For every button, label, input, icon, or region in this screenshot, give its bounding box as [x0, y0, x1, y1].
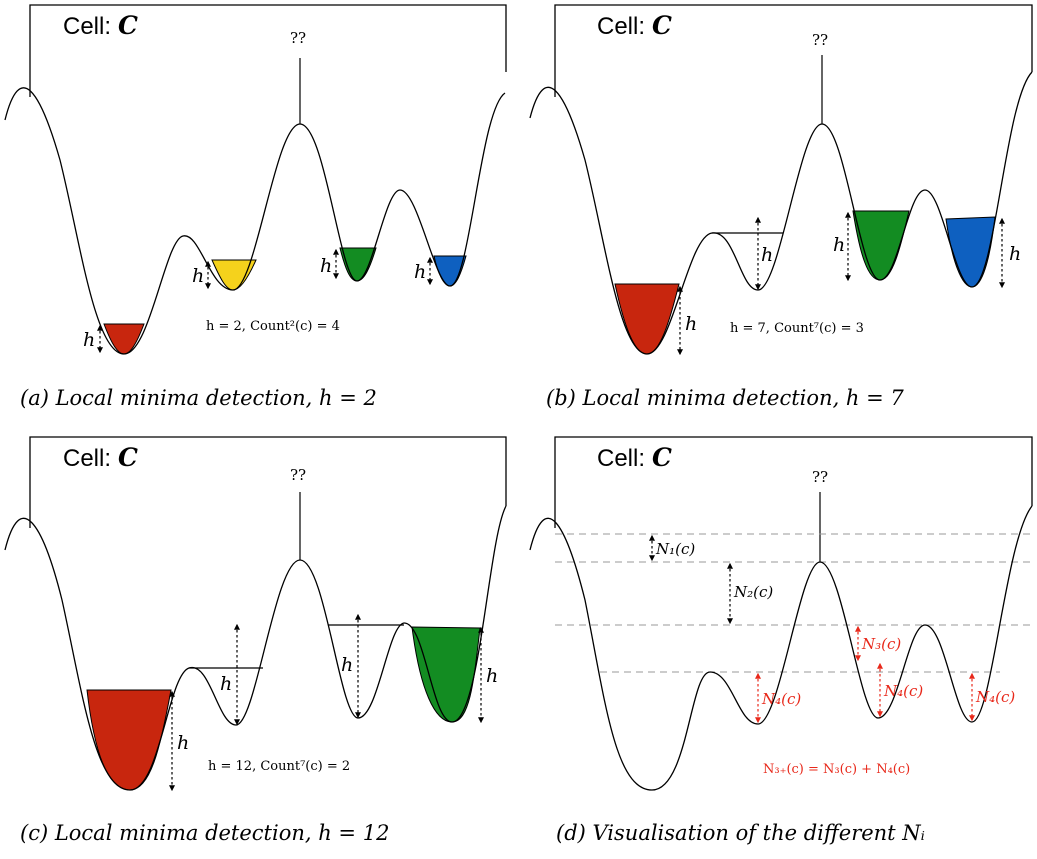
peak-label: ??: [290, 466, 306, 484]
formula: h = 2, Count²(c) = 4: [206, 319, 340, 334]
cell-label: Cell:: [63, 445, 111, 472]
cell-label: Cell:: [597, 445, 645, 472]
peak-label: ??: [812, 468, 828, 486]
panel-d: Cell: C ?? N₁(c) N₂(c) N₃(c) N₄(c) N₄(c)…: [530, 437, 1032, 845]
energy-curve: [5, 88, 505, 354]
h-label: h: [486, 665, 498, 687]
n4-label: N₄(c): [761, 690, 801, 708]
caption: (c) Local minima detection, h = 12: [20, 821, 389, 845]
n1-label: N₁(c): [655, 540, 695, 558]
basin-green: [853, 211, 909, 280]
cell-label: Cell:: [597, 13, 645, 40]
h-label: h: [761, 244, 773, 266]
basin-red: [615, 284, 679, 354]
formula: N₃₊(c) = N₃(c) + N₄(c): [763, 762, 910, 777]
peak-label: ??: [290, 29, 306, 47]
energy-curve: [530, 506, 1032, 790]
h-label: h: [1009, 243, 1021, 265]
h-label: h: [177, 732, 189, 754]
caption: (a) Local minima detection, h = 2: [20, 386, 377, 410]
cell-symbol: C: [118, 11, 138, 40]
h-label: h: [414, 261, 426, 283]
energy-curve: [530, 72, 1032, 354]
panel-c: Cell: C ?? h h h h h = 12, Count⁷(c) = 2…: [5, 437, 506, 845]
formula: h = 7, Count⁷(c) = 3: [730, 321, 864, 336]
n3-label: N₃(c): [861, 635, 901, 653]
h-label: h: [192, 265, 204, 287]
h-label: h: [685, 313, 697, 335]
cell-label: Cell:: [63, 13, 111, 40]
h-label: h: [833, 234, 845, 256]
cell-symbol: C: [652, 443, 672, 472]
h-label: h: [220, 673, 232, 695]
formula: h = 12, Count⁷(c) = 2: [208, 759, 350, 774]
basin-red: [104, 324, 144, 354]
basin-green: [340, 248, 376, 281]
basin-green: [412, 627, 480, 722]
basin-red: [87, 690, 171, 790]
panel-b: Cell: C ?? h h h h h = 7, Count⁷(c) = 3 …: [530, 5, 1032, 410]
h-label: h: [341, 654, 353, 676]
peak-label: ??: [812, 31, 828, 49]
h-label: h: [83, 329, 95, 351]
h-label: h: [320, 255, 332, 277]
n2-label: N₂(c): [733, 583, 773, 601]
n4-label: N₄(c): [883, 682, 923, 700]
caption: (b) Local minima detection, h = 7: [546, 386, 904, 410]
n4-label: N₄(c): [975, 688, 1015, 706]
cell-symbol: C: [118, 443, 138, 472]
cell-symbol: C: [652, 11, 672, 40]
panel-a: Cell: C ?? h h h h h = 2, Count²(c) = 4 …: [5, 5, 506, 410]
caption: (d) Visualisation of the different Nᵢ: [556, 821, 925, 845]
